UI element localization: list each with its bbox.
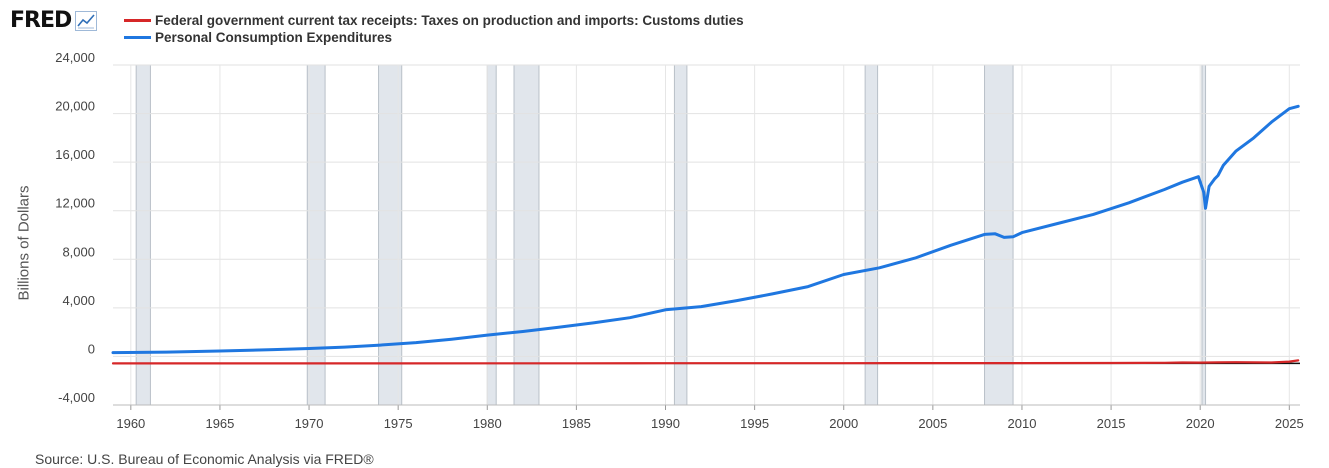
x-tick-label: 2025 xyxy=(1275,416,1304,431)
recession-band xyxy=(1201,64,1207,406)
x-tick-label: 1960 xyxy=(116,416,145,431)
legend-item-customs-duties[interactable]: Federal government current tax receipts:… xyxy=(124,12,744,29)
fred-logo-text: FRED xyxy=(10,8,72,33)
recession-band xyxy=(513,64,540,406)
chart-line-icon xyxy=(75,10,98,31)
recession-band xyxy=(673,64,688,406)
recession-band xyxy=(864,64,879,406)
recession-band xyxy=(135,64,151,406)
fred-logo[interactable]: FRED xyxy=(10,8,98,33)
y-tick-label: 4,000 xyxy=(62,293,95,308)
x-tick-label: 1980 xyxy=(473,416,502,431)
legend-swatch-blue xyxy=(124,36,151,39)
legend-item-pce[interactable]: Personal Consumption Expenditures xyxy=(124,29,744,46)
y-tick-label: 16,000 xyxy=(55,147,95,162)
x-tick-label: 1995 xyxy=(740,416,769,431)
series-line-pce xyxy=(111,104,1300,355)
y-tick-label: 20,000 xyxy=(55,99,95,114)
legend-label-customs-duties: Federal government current tax receipts:… xyxy=(155,13,744,28)
y-tick-label: -4,000 xyxy=(58,390,95,405)
x-tick-label: 2000 xyxy=(829,416,858,431)
y-tick-label: 12,000 xyxy=(55,196,95,211)
recession-band xyxy=(486,64,497,406)
x-tick-label: 2010 xyxy=(1008,416,1037,431)
x-tick-label: 1965 xyxy=(205,416,234,431)
y-tick-label: 0 xyxy=(88,341,95,356)
x-tick-label: 1990 xyxy=(651,416,680,431)
recession-band xyxy=(306,64,326,406)
series-line-customs-duties xyxy=(111,359,1300,365)
x-tick-label: 1970 xyxy=(295,416,324,431)
chart-legend: Federal government current tax receipts:… xyxy=(124,12,744,46)
legend-swatch-red xyxy=(124,19,151,22)
x-tick-label: 1975 xyxy=(384,416,413,431)
x-tick-label: 1985 xyxy=(562,416,591,431)
legend-label-pce: Personal Consumption Expenditures xyxy=(155,30,393,45)
x-tick-label: 2020 xyxy=(1186,416,1215,431)
x-tick-label: 2005 xyxy=(918,416,947,431)
source-note: Source: U.S. Bureau of Economic Analysis… xyxy=(35,451,374,467)
y-tick-label: 8,000 xyxy=(62,244,95,259)
x-tick-label: 2015 xyxy=(1097,416,1126,431)
y-tick-label: 24,000 xyxy=(55,50,95,65)
